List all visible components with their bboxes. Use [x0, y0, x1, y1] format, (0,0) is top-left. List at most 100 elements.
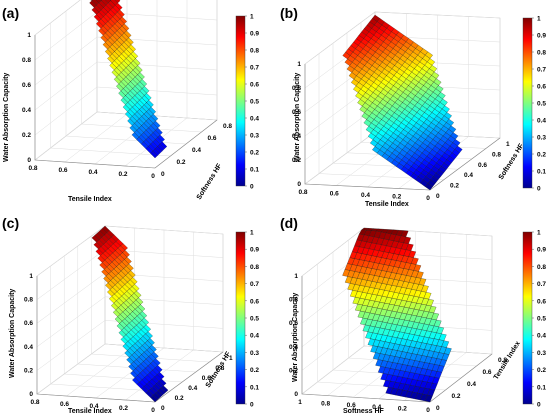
y-tick-label: 1: [229, 355, 233, 362]
colorbar-tick-label: 0.1: [537, 384, 546, 391]
x-axis-line: [36, 393, 156, 403]
x-tick-label: 0.6: [330, 191, 339, 198]
y-tick-label: 0.2: [177, 159, 186, 166]
colorbar-tick-label: 0.1: [250, 167, 259, 174]
panel-label: (c): [2, 215, 19, 231]
colorbar-tick-label: 1: [537, 230, 541, 237]
z-gridline: [34, 0, 81, 36]
x-tick-label: 0.6: [58, 167, 67, 174]
ylabel: Softness HF: [196, 162, 224, 201]
colorbar-tick-label: 1: [250, 14, 254, 21]
colorbar-tick-label: 0.4: [250, 333, 259, 340]
colorbar-tick-label: 0.7: [250, 281, 259, 288]
y-tick-label: 0.4: [192, 147, 201, 154]
xlabel: Tensile Index: [68, 196, 112, 203]
y-gridline: [318, 53, 445, 180]
colorbar-tick-label: 0.4: [537, 118, 546, 125]
y-axis-line: [154, 351, 224, 403]
colorbar-tick-label: 0.1: [250, 384, 259, 391]
colorbar-tick-label: 0.7: [537, 281, 546, 288]
x-tick-label: 0.4: [88, 169, 97, 176]
y-tick-label: 0.2: [450, 183, 459, 190]
xlabel: Tensile Index: [365, 201, 409, 208]
colorbar-tick-label: 0: [537, 402, 541, 409]
colorbar: 0 0.1 0.2 0.3 0.4 0.5 0.6 0.7 0.8 0.9 1: [522, 16, 546, 193]
x-tick-label: 0.6: [347, 402, 356, 409]
zlabel: Water Absorption Capacity: [294, 73, 301, 162]
colorbar-tick-label: 0.6: [250, 82, 259, 89]
x-tick-label: 0.8: [298, 189, 307, 196]
y-tick-label: 0: [161, 405, 165, 412]
x-tick-label: 0: [151, 407, 155, 414]
colorbar-gradient: [235, 231, 246, 405]
colorbar-gradient: [522, 17, 533, 189]
y-tick-label: 0.6: [478, 162, 487, 169]
colorbar-tick-label: 0.2: [537, 152, 546, 159]
z-tick-label: 0: [27, 157, 31, 164]
z-tick-label: 0: [297, 181, 301, 188]
colorbar-tick-label: 0.8: [250, 264, 259, 271]
colorbar-tick-label: 0.2: [250, 367, 259, 374]
x-tick-label: 0.2: [392, 194, 401, 201]
z-tick-label: 0.2: [292, 157, 301, 164]
z-tick-label: 0.6: [24, 320, 33, 327]
y-tick-label: 0.6: [202, 375, 211, 382]
colorbar-tick-label: 0.2: [250, 150, 259, 157]
y-tick-label: 0.8: [223, 123, 232, 130]
z-tick-label: 1: [297, 61, 301, 68]
x-tick-label: 0.2: [119, 405, 128, 412]
x-tick-label: 0.8: [321, 401, 330, 408]
colorbar-tick-label: 0.3: [250, 133, 259, 140]
y-tick-label: 0: [436, 193, 440, 200]
surface: [342, 14, 463, 191]
y-tick-label: 0: [161, 171, 165, 178]
panel-d: (d) 1 0.8 0.6 0.4 0.2 0 00.20.40.60.800.20.40.…: [280, 215, 546, 415]
surface-patch: [150, 395, 158, 403]
z-tick-label: 0.2: [24, 367, 33, 374]
colorbar-tick-label: 0.6: [250, 298, 259, 305]
colorbar-tick-label: 0.1: [537, 169, 546, 176]
colorbar-tick-label: 0.5: [250, 316, 259, 323]
colorbar-tick-label: 1: [250, 230, 254, 237]
colorbar-tick-label: 0.9: [537, 247, 546, 254]
z-tick-label: 0: [29, 391, 33, 398]
z-tick-label: 0.6: [22, 82, 31, 89]
colorbar-tick-label: 0.6: [537, 298, 546, 305]
colorbar-tick-label: 0.6: [537, 84, 546, 91]
z-tick-label: 0.4: [292, 133, 301, 140]
colorbar-tick-label: 1: [537, 16, 541, 23]
colorbar-tick-label: 0: [250, 402, 254, 409]
axes-box: 0.8 0.6 0.4 0.2 0 00.20.40.60.800.20.40.60.81: [22, 0, 232, 180]
surface-patch: [114, 0, 121, 4]
z-tick-label: 0.2: [22, 132, 31, 139]
z-tick-label: 0.8: [292, 85, 301, 92]
z-tick-label: 0.4: [22, 107, 31, 114]
x-tick-label: 0.2: [118, 171, 127, 178]
colorbar-tick-label: 0.4: [537, 333, 546, 340]
x-axis-line: [301, 393, 431, 403]
colorbar-tick-label: 0.7: [250, 65, 259, 72]
z-tick-label: 0: [294, 391, 298, 398]
surface-patch: [150, 150, 158, 159]
x-axis-line: [34, 159, 156, 169]
x-tick-label: 1: [298, 399, 302, 406]
y-tick-label: 0.8: [492, 151, 501, 158]
y-tick-label: 0.8: [215, 365, 224, 372]
colorbar-tick-label: 0.9: [250, 31, 259, 38]
z-tick-label: 0.6: [289, 320, 298, 327]
y-axis-line: [429, 137, 501, 191]
zlabel: Water Absorption Capacity: [3, 73, 10, 162]
z-tick-label: 0.6: [292, 109, 301, 116]
ylabel: Softness HF: [498, 142, 526, 181]
y-tick-label: 0.4: [464, 172, 473, 179]
z-tick-label: 0.8: [24, 297, 33, 304]
y-tick-label: 0.6: [483, 369, 492, 376]
y-tick-label: 0.4: [188, 385, 197, 392]
y-gridline: [81, 0, 202, 133]
surface-patch: [424, 394, 433, 403]
panel-label: (b): [280, 5, 298, 21]
colorbar-tick-label: 0.8: [250, 48, 259, 55]
x-tick-label: 0.4: [372, 404, 381, 411]
x-tick-label: 0.6: [60, 401, 69, 408]
